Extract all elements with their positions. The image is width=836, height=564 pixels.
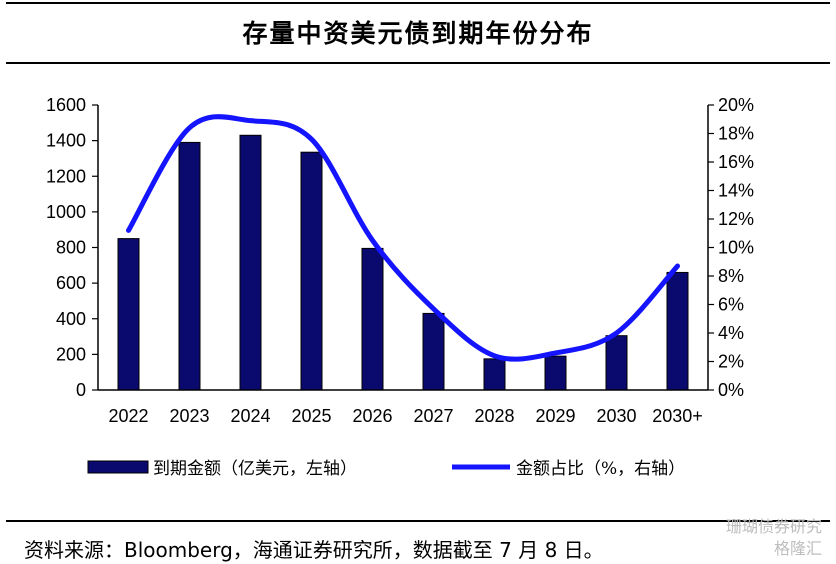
x-axis-tick-label: 2023	[169, 406, 209, 426]
bar	[361, 247, 384, 391]
right-axis-tick-label: 14%	[718, 181, 754, 201]
x-axis-tick-label: 2026	[352, 406, 392, 426]
legend-bar-swatch	[87, 460, 149, 474]
legend-bar-label: 到期金额（亿美元，左轴）	[153, 459, 357, 479]
right-axis: 0% 2% 4% 6% 8% 10% 12% 14% 16% 18% 20%	[707, 95, 754, 400]
right-axis-tick-label: 6%	[718, 295, 744, 315]
watermark-line-1: 珊瑚债券研究	[725, 517, 822, 536]
left-axis: 0 200 400 600 800 1000 1200 1400 1600	[46, 95, 99, 400]
bar	[117, 238, 140, 391]
bar	[666, 271, 689, 391]
right-axis-tick-label: 4%	[718, 323, 744, 343]
right-axis-tick-label: 16%	[718, 152, 754, 172]
left-axis-tick-label: 600	[56, 273, 86, 293]
left-axis-tick-label: 400	[56, 309, 86, 329]
bar	[178, 141, 201, 391]
left-axis-tick-label: 1200	[46, 166, 86, 186]
right-axis-tick-label: 20%	[718, 95, 754, 115]
bar-series	[117, 134, 689, 391]
x-axis-tick-label: 2027	[413, 406, 453, 426]
right-axis-tick-label: 10%	[718, 238, 754, 258]
left-axis-tick-label: 200	[56, 344, 86, 364]
x-axis-tick-label: 2029	[535, 406, 575, 426]
top-border	[6, 2, 830, 4]
watermark: 珊瑚债券研究 格隆汇	[726, 516, 822, 560]
x-axis-tick-label: 2024	[230, 406, 270, 426]
bar	[605, 335, 628, 391]
left-axis-tick-label: 0	[76, 380, 86, 400]
line-series	[126, 114, 680, 362]
x-axis-tick-label: 2025	[291, 406, 331, 426]
right-axis-tick-label: 0%	[718, 380, 744, 400]
x-axis-tick-labels: 2022 2023 2024 2025 2026 2027 2028 2029 2030 2030…	[108, 406, 702, 426]
chart-title: 存量中资美元债到期年份分布	[242, 19, 594, 48]
source-note: 资料来源：Bloomberg，海通证券研究所，数据截至 7 月 8 日。	[24, 538, 604, 562]
footer-divider	[6, 520, 830, 522]
chart-canvas: 0 200 400 600 800 1000 1200 1400 1600 0% 2% 4% 6% 8%…	[46, 95, 754, 479]
x-axis-tick-label: 2030+	[652, 406, 703, 426]
right-axis-tick-label: 8%	[718, 266, 744, 286]
bar	[239, 134, 262, 391]
right-axis-tick-label: 2%	[718, 352, 744, 372]
right-axis-tick-label: 12%	[718, 209, 754, 229]
left-axis-tick-label: 1000	[46, 202, 86, 222]
legend-line-label: 金额占比（%，右轴）	[516, 459, 685, 479]
left-axis-tick-label: 800	[56, 238, 86, 258]
bar	[300, 151, 323, 391]
x-axis-tick-label: 2028	[474, 406, 514, 426]
watermark-line-2: 格隆汇	[773, 539, 822, 558]
share-line	[126, 114, 680, 362]
bar	[483, 358, 506, 391]
right-axis-tick-label: 18%	[718, 124, 754, 144]
left-axis-tick-label: 1400	[46, 131, 86, 151]
left-axis-tick-label: 1600	[46, 95, 86, 115]
x-axis-tick-label: 2022	[108, 406, 148, 426]
bar	[422, 312, 445, 391]
title-divider	[6, 62, 830, 64]
x-axis-tick-label: 2030	[596, 406, 636, 426]
bar	[544, 355, 567, 391]
legend: 到期金额（亿美元，左轴） 金额占比（%，右轴）	[87, 459, 685, 479]
